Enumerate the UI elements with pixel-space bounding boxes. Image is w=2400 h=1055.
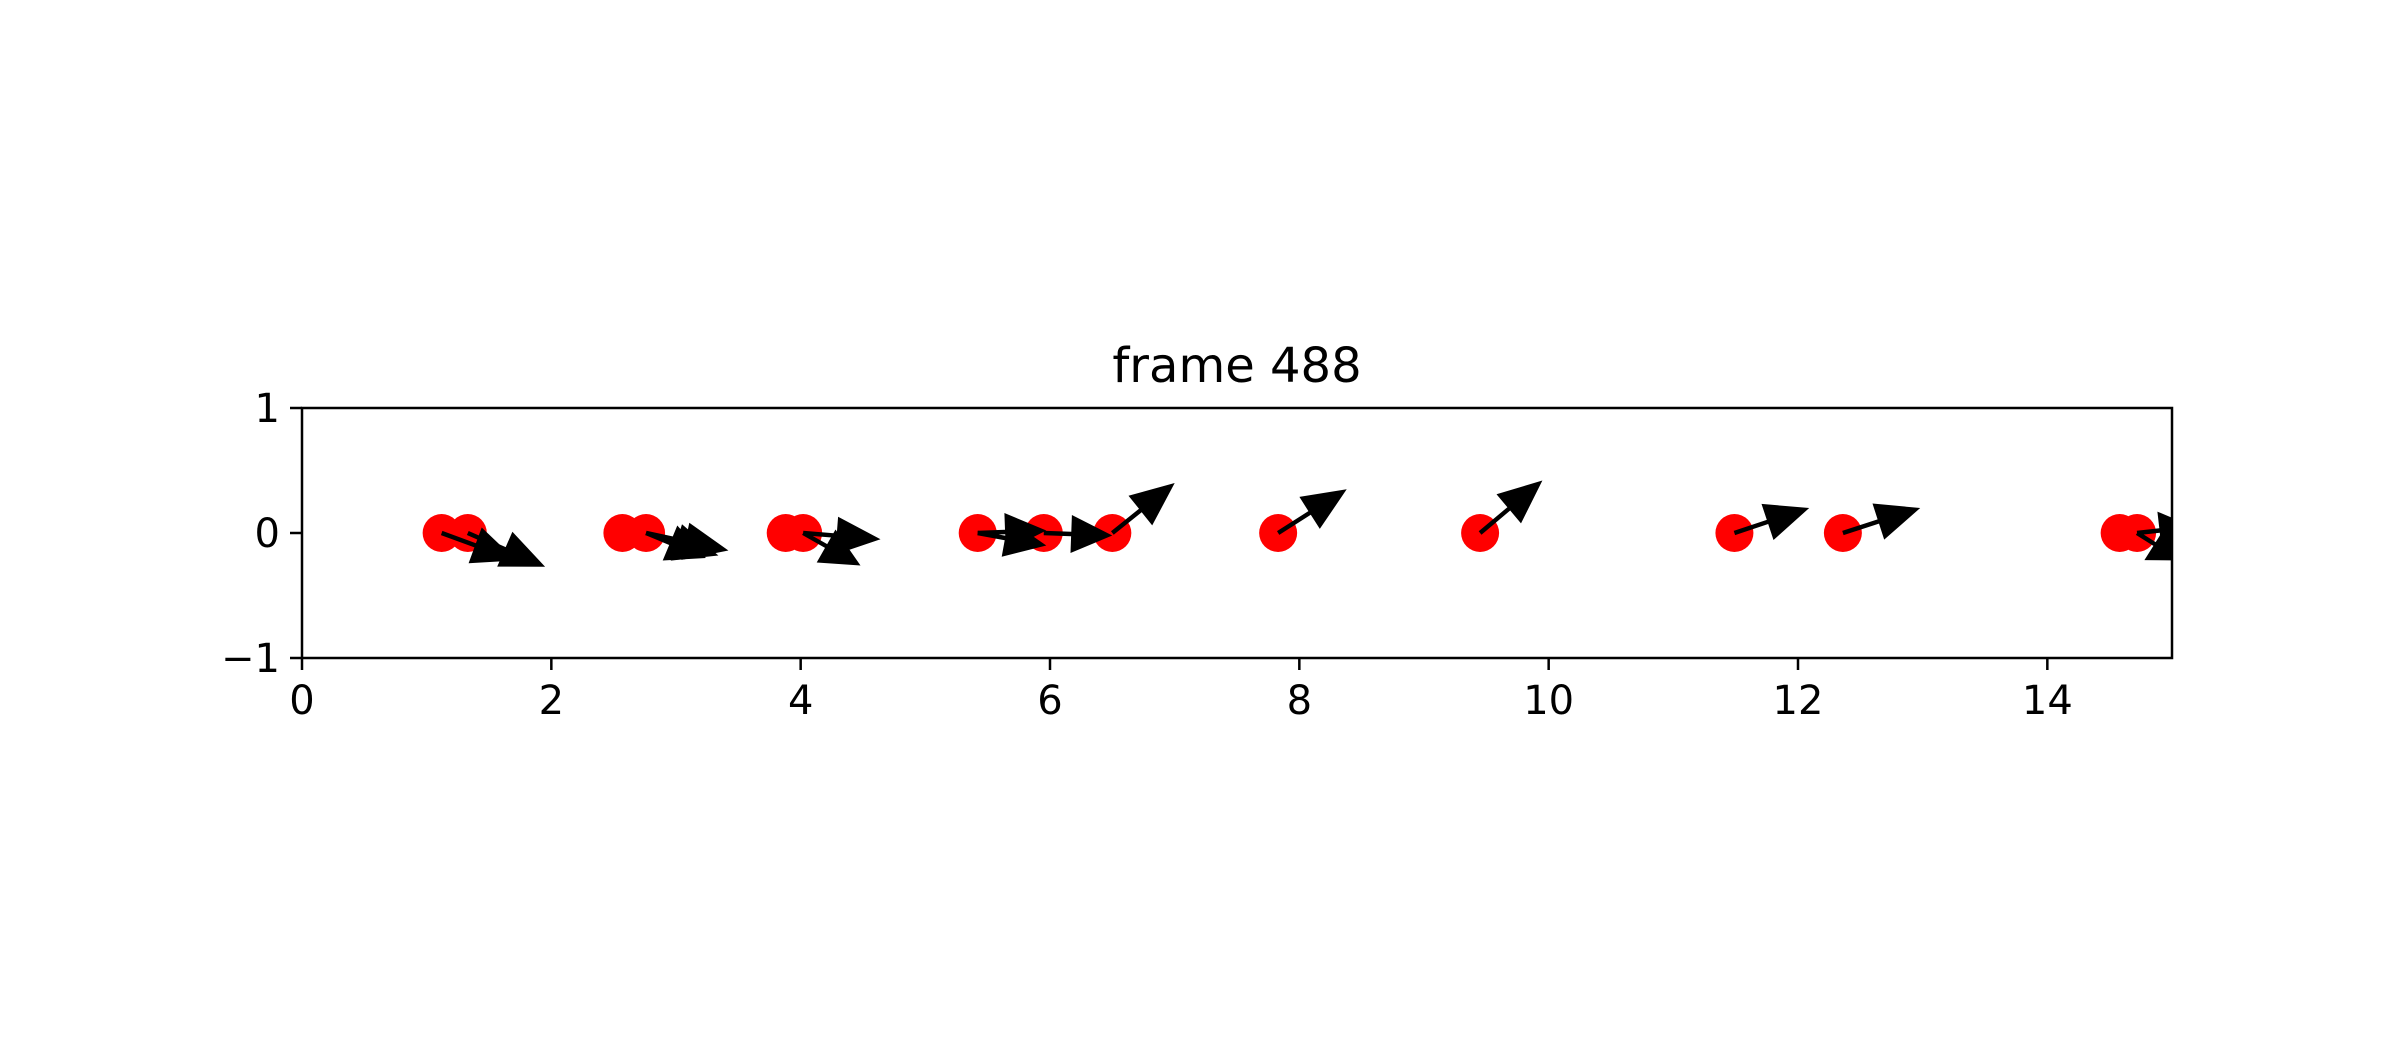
x-tick-label: 2 bbox=[539, 678, 564, 724]
data-point-0 bbox=[422, 514, 461, 552]
y-tick-label: 0 bbox=[255, 511, 280, 557]
x-tick-label: 4 bbox=[788, 678, 813, 724]
velocity-arrow-13 bbox=[1733, 503, 1810, 540]
velocity-arrow-0 bbox=[440, 527, 517, 564]
axes: 0 2 4 6 8 10 12 14−101 bbox=[221, 386, 2073, 724]
velocity-arrow-11 bbox=[1277, 489, 1347, 535]
plot-area bbox=[422, 480, 2172, 567]
velocity-arrow-10 bbox=[1111, 483, 1175, 535]
x-tick-label: 10 bbox=[1523, 678, 1574, 724]
velocity-arrow-4 bbox=[645, 522, 729, 560]
velocity-arrow-14 bbox=[1842, 503, 1921, 540]
velocity-arrow-6 bbox=[802, 529, 861, 566]
x-tick-label: 6 bbox=[1037, 678, 1062, 724]
velocity-arrow-1 bbox=[466, 531, 546, 567]
velocity-arrow-16 bbox=[2135, 527, 2172, 561]
data-point-6 bbox=[958, 514, 997, 552]
y-tick-label: 1 bbox=[255, 386, 280, 432]
x-tick-label: 8 bbox=[1287, 678, 1312, 724]
data-point-9 bbox=[1259, 514, 1298, 552]
x-tick-label: 12 bbox=[1773, 678, 1824, 724]
velocity-arrow-5 bbox=[803, 516, 881, 555]
x-tick-label: 0 bbox=[289, 678, 314, 724]
data-point-12 bbox=[1823, 514, 1862, 552]
x-tick-label: 14 bbox=[2022, 678, 2073, 724]
y-tick-label: −1 bbox=[221, 636, 280, 682]
velocity-arrow-9 bbox=[1043, 515, 1113, 553]
chart-title: frame 488 bbox=[1112, 338, 1361, 394]
velocity-arrow-12 bbox=[1478, 480, 1543, 535]
velocity-arrow-8 bbox=[977, 513, 1047, 551]
